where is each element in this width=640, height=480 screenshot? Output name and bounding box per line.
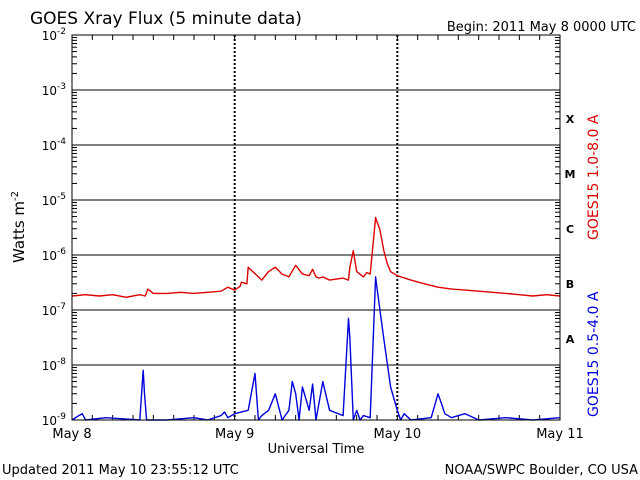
series-line-1 [71,216,561,298]
y-tick-base: 10 [42,359,57,373]
svg-text:Watts m-2: Watts m-2 [10,191,28,263]
updated-timestamp: Updated 2011 May 10 23:55:12 UTC [2,463,239,478]
y-tick-label: 10-2 [42,27,66,43]
flare-class-labels: A B C M X [565,113,576,346]
y-tick-label: 10-8 [42,357,67,373]
flare-class-a: A [566,333,575,346]
y-tick-base: 10 [42,304,57,318]
y-tick-label: 10-3 [42,82,66,98]
y-tick-exp: -7 [57,302,66,312]
y-axis-label-sup: -2 [10,191,21,201]
y-tick-exp: -3 [57,82,66,92]
chart-title: GOES Xray Flux (5 minute data) [30,9,302,29]
y-axis-label-text: Watts m [10,201,28,263]
plot-frame [71,34,561,421]
y-tick-base: 10 [42,139,57,153]
y-tick-label: 10-6 [42,247,67,263]
grid-lines [72,34,560,421]
credit-label: NOAA/SWPC Boulder, CO USA [445,463,638,478]
y-tick-base: 10 [42,84,57,98]
legend-series-2-label: GOES15 0.5-4.0 A [586,291,602,417]
axis-ticks [72,35,560,420]
y-tick-base: 10 [42,194,57,208]
y-tick-base: 10 [42,249,57,263]
legend-series-1: GOES15 1.0-8.0 A [586,114,602,240]
x-tick-label: May 9 [215,427,254,442]
y-tick-label: 10-5 [42,192,66,208]
begin-label: Begin: 2011 May 8 0000 UTC [447,20,636,35]
y-tick-labels: 10-910-810-710-610-510-410-310-2 [42,27,67,428]
x-tick-label: May 8 [52,427,91,442]
y-tick-exp: -5 [57,192,66,202]
x-tick-labels: May 8 May 9 May 10 May 11 [52,427,583,442]
x-axis-label: Universal Time [268,442,365,457]
y-tick-exp: -9 [57,412,66,422]
y-tick-exp: -8 [57,357,66,367]
y-tick-label: 10-9 [42,412,67,428]
flare-class-c: C [566,223,574,236]
flare-class-b: B [566,278,574,291]
y-tick-exp: -6 [57,247,66,257]
y-tick-label: 10-4 [42,137,67,153]
y-axis-label: Watts m-2 [10,191,28,263]
flare-class-m: M [565,168,576,181]
x-tick-label: May 11 [536,427,584,442]
legend-series-2: GOES15 0.5-4.0 A [586,291,602,417]
y-tick-label: 10-7 [42,302,66,318]
x-tick-label: May 10 [374,427,422,442]
series-lines [71,216,561,421]
y-tick-base: 10 [42,414,57,428]
flare-class-x: X [566,113,575,126]
y-tick-exp: -2 [57,27,66,37]
legend-series-1-label: GOES15 1.0-8.0 A [586,114,602,240]
y-tick-base: 10 [42,29,57,43]
y-tick-exp: -4 [57,137,66,147]
series-line-2 [71,276,561,421]
